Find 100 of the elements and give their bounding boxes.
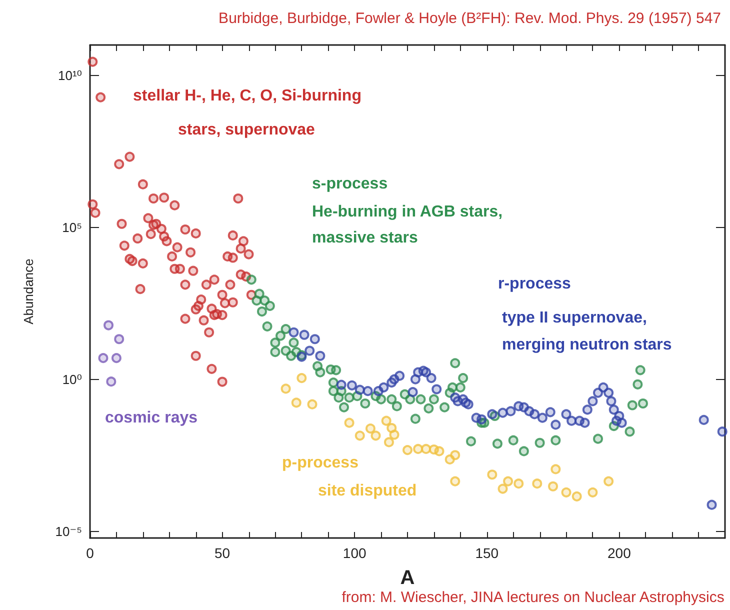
point — [426, 373, 436, 384]
text: from: M. Wiescher, JINA lectures on Nuclear Astrophysics — [342, 589, 724, 606]
point — [310, 334, 320, 344]
point — [532, 478, 542, 489]
point — [315, 350, 326, 361]
point — [506, 406, 516, 416]
y-tick-label: 10⁵ — [62, 220, 82, 235]
point — [288, 338, 299, 348]
annotation: r-process — [498, 276, 572, 292]
point — [384, 437, 394, 448]
annotation: He-burning in AGB stars, — [312, 204, 503, 220]
point — [246, 274, 256, 285]
point — [276, 330, 286, 341]
point — [487, 470, 498, 480]
point — [492, 438, 502, 449]
y-tick-label: 10⁰ — [62, 372, 82, 387]
point — [416, 394, 426, 404]
point — [561, 487, 572, 498]
point — [307, 399, 318, 410]
point — [604, 388, 614, 398]
point — [262, 321, 272, 332]
point — [428, 394, 439, 404]
point — [487, 409, 498, 420]
point — [386, 394, 397, 404]
point — [106, 376, 116, 387]
point — [270, 347, 280, 358]
x-tick-label: 150 — [475, 545, 499, 561]
point — [466, 436, 476, 446]
x-tick-label: 50 — [214, 545, 230, 561]
point — [593, 434, 603, 444]
x-tick-label: 0 — [86, 545, 94, 561]
point — [421, 367, 432, 378]
point — [545, 407, 556, 418]
point — [344, 418, 354, 428]
point — [635, 365, 646, 376]
point — [252, 296, 262, 306]
point — [339, 402, 349, 412]
point — [344, 392, 354, 403]
x-tick-label: 100 — [342, 545, 366, 561]
point — [280, 324, 291, 334]
point — [548, 481, 558, 492]
point — [503, 476, 514, 486]
point — [606, 396, 616, 406]
point — [588, 487, 598, 498]
y-tick-label: 10¹⁰ — [58, 68, 82, 83]
point — [530, 409, 540, 420]
point — [378, 382, 389, 392]
point — [354, 384, 365, 395]
point — [424, 403, 434, 414]
point — [334, 392, 344, 403]
point — [624, 426, 635, 437]
point — [315, 367, 326, 378]
point — [582, 404, 592, 415]
point — [331, 365, 342, 376]
point — [614, 411, 624, 421]
point — [561, 409, 572, 420]
point — [632, 379, 643, 390]
point — [394, 370, 405, 381]
point — [476, 414, 487, 424]
point — [550, 464, 561, 474]
point — [392, 401, 402, 412]
point — [717, 426, 728, 437]
point — [580, 418, 590, 428]
point — [360, 398, 370, 408]
point — [354, 430, 365, 441]
point — [264, 300, 275, 311]
point — [410, 414, 420, 424]
point — [508, 435, 518, 446]
point — [365, 424, 376, 434]
point — [280, 384, 291, 394]
point — [408, 387, 418, 398]
point — [455, 382, 466, 392]
point — [588, 396, 598, 406]
point — [537, 412, 548, 423]
point — [498, 408, 508, 418]
point — [608, 404, 619, 415]
x-axis-title: A — [400, 567, 415, 589]
point — [389, 430, 400, 440]
point — [432, 384, 442, 394]
point — [256, 306, 267, 317]
point — [706, 500, 717, 510]
annotation: site disputed — [318, 482, 417, 500]
point — [114, 334, 124, 344]
point — [336, 380, 346, 390]
point — [421, 444, 432, 454]
point — [291, 398, 302, 408]
point — [413, 444, 424, 454]
point — [572, 491, 582, 502]
y-axis-title: Abundance — [21, 258, 36, 324]
point — [270, 338, 280, 348]
point — [346, 380, 357, 390]
point — [550, 420, 561, 430]
point — [304, 346, 315, 356]
point — [376, 394, 386, 404]
point — [434, 446, 444, 456]
annotation: massive stars — [312, 230, 418, 246]
point — [604, 476, 614, 486]
point — [458, 373, 468, 384]
point — [98, 353, 108, 364]
point — [299, 330, 310, 340]
